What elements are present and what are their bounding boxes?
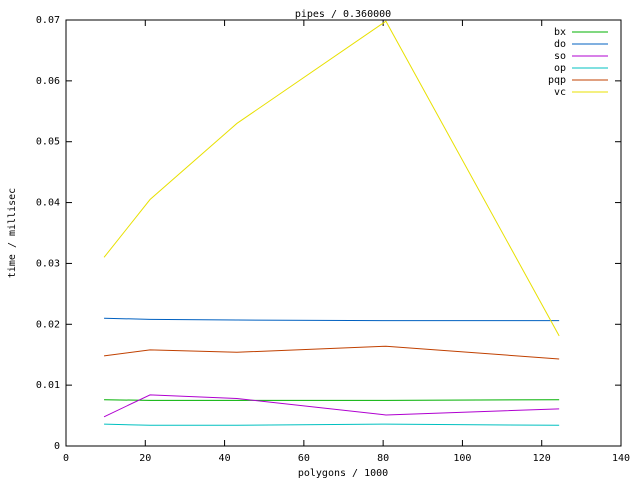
y-tick-label: 0 — [54, 441, 60, 452]
series-line — [103, 20, 560, 337]
x-tick-label: 60 — [298, 453, 310, 464]
legend-label: pqp — [548, 75, 566, 86]
y-tick-label: 0.07 — [36, 15, 60, 26]
y-tick-label: 0.05 — [36, 137, 60, 148]
y-tick-label: 0.03 — [36, 258, 60, 269]
x-tick-label: 0 — [63, 453, 69, 464]
series-line — [103, 394, 560, 418]
x-tick-label: 140 — [612, 453, 630, 464]
y-tick-label: 0.02 — [36, 319, 60, 330]
y-tick-label: 0.04 — [36, 198, 60, 209]
x-axis-label: polygons / 1000 — [298, 468, 388, 479]
legend-label: do — [554, 39, 566, 50]
series-line — [104, 399, 560, 401]
series-line — [104, 423, 560, 426]
y-tick-label: 0.01 — [36, 380, 60, 391]
x-tick-label: 40 — [219, 453, 231, 464]
legend-label: so — [554, 51, 566, 62]
series-line — [104, 317, 560, 322]
legend-label: bx — [554, 27, 566, 38]
y-axis-label: time / millisec — [7, 188, 18, 278]
y-tick-label: 0.06 — [36, 76, 60, 87]
x-tick-label: 20 — [139, 453, 151, 464]
chart-title: pipes / 0.360000 — [295, 9, 391, 20]
legend-label: vc — [554, 87, 566, 98]
legend-label: op — [554, 63, 566, 74]
x-tick-label: 100 — [453, 453, 471, 464]
plot-border — [65, 19, 622, 447]
x-tick-label: 120 — [533, 453, 551, 464]
x-tick-label: 80 — [377, 453, 389, 464]
series-line — [103, 345, 560, 360]
